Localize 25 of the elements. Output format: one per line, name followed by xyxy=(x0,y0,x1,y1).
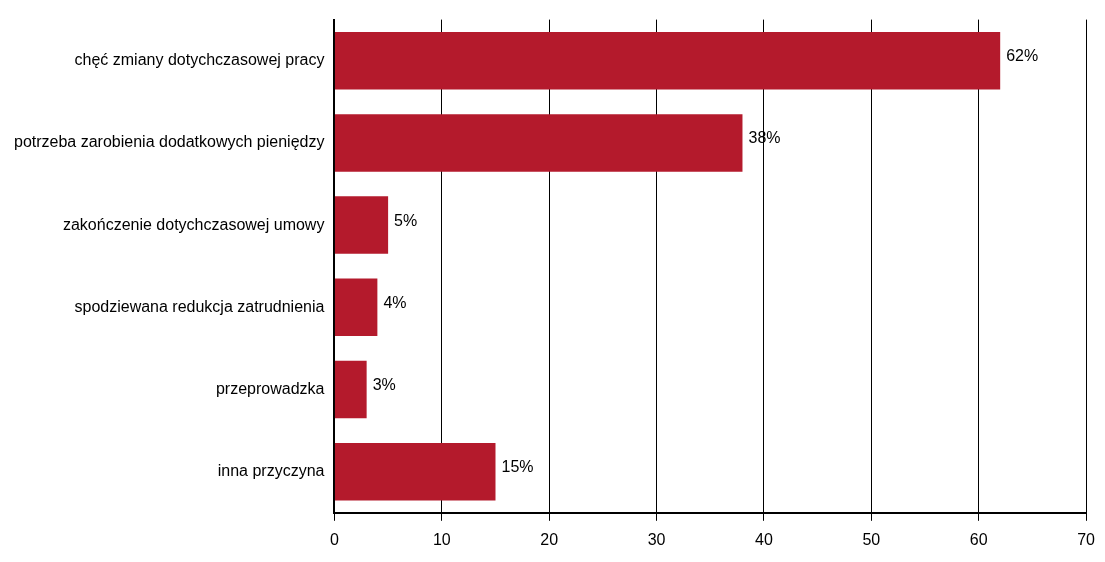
data-label: 15% xyxy=(501,458,534,476)
data-label: 4% xyxy=(383,293,407,311)
y-tick-label: spodziewana redukcja zatrudnienia xyxy=(74,297,325,315)
y-tick-label: przeprowadzka xyxy=(215,379,325,397)
x-tick-label: 60 xyxy=(969,530,988,548)
x-tick-label: 20 xyxy=(540,530,559,548)
bar xyxy=(334,196,389,254)
y-tick-label: chęć zmiany dotychczasowej pracy xyxy=(74,51,325,69)
x-tick-label: 70 xyxy=(1077,530,1096,548)
x-tick-label: 10 xyxy=(432,530,451,548)
x-tick-label: 40 xyxy=(755,530,773,548)
bar xyxy=(334,442,496,501)
x-tick-label: 0 xyxy=(329,530,339,548)
data-label: 5% xyxy=(394,211,418,229)
bar xyxy=(334,114,743,172)
data-label: 62% xyxy=(1006,47,1039,65)
bar xyxy=(334,31,1001,90)
x-tick-label: 30 xyxy=(647,530,666,548)
y-tick-label: inna przyczyna xyxy=(217,462,325,480)
data-label: 3% xyxy=(372,375,396,393)
bar xyxy=(334,278,378,337)
bar xyxy=(334,360,367,419)
y-tick-label: potrzeba zarobienia dodatkowych pieniędzy xyxy=(14,133,325,151)
y-tick-label: zakończenie dotychczasowej umowy xyxy=(62,215,325,233)
x-tick-label: 50 xyxy=(862,530,881,548)
